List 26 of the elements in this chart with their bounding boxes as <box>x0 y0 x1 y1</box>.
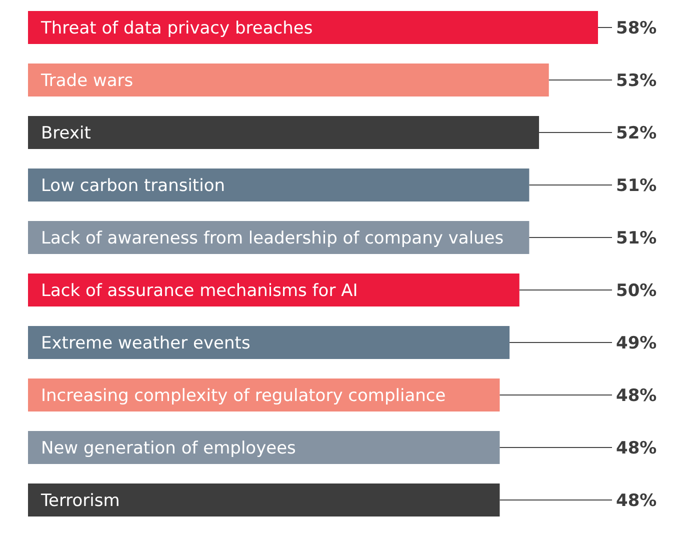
data-label: 51% <box>616 176 657 196</box>
data-label: 50% <box>616 280 657 301</box>
y-tick-label: Brexit <box>41 123 92 144</box>
y-tick-label: Extreme weather events <box>41 333 250 354</box>
y-tick-label: Low carbon transition <box>41 176 225 196</box>
data-label: 51% <box>616 228 657 248</box>
y-tick-label: Terrorism <box>40 490 120 511</box>
y-tick-label: Trade wars <box>40 70 134 91</box>
data-label: 48% <box>616 386 657 406</box>
data-label: 48% <box>616 438 657 458</box>
bar <box>28 274 520 306</box>
y-tick-label: Threat of data privacy breaches <box>40 18 313 38</box>
data-label: 48% <box>616 490 657 511</box>
bar <box>28 168 530 202</box>
bar <box>28 326 510 359</box>
y-tick-label: Lack of assurance mechanisms for AI <box>41 280 358 301</box>
data-label: 58% <box>616 18 657 38</box>
bar <box>28 431 500 464</box>
data-label: 52% <box>616 123 657 144</box>
y-tick-label: New generation of employees <box>41 438 296 458</box>
y-tick-label: Lack of awareness from leadership of company values <box>41 228 504 248</box>
data-label: 49% <box>616 333 657 354</box>
data-label: 53% <box>616 70 657 91</box>
bar <box>28 11 598 44</box>
bar <box>28 64 549 96</box>
y-tick-label: Increasing complexity of regulatory compliance <box>41 386 446 406</box>
